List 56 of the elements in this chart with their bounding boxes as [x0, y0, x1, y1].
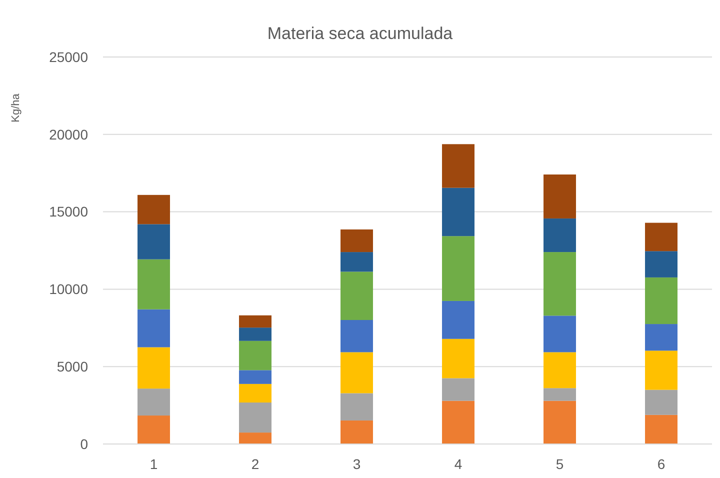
bar [442, 338, 474, 378]
bar [544, 218, 576, 252]
y-tick-label: 20000 [49, 126, 88, 142]
bar [340, 352, 373, 394]
bar [239, 402, 272, 433]
bar [544, 252, 576, 316]
bar [138, 194, 170, 224]
bar [544, 316, 576, 352]
bar [138, 388, 170, 416]
bar [645, 324, 678, 351]
bar [544, 352, 576, 388]
y-tick-label: 5000 [56, 358, 88, 374]
bar [645, 350, 678, 390]
y-tick-label: 15000 [49, 204, 88, 220]
bar [442, 400, 474, 444]
bar [138, 309, 170, 348]
chart-title: Materia seca acumulada [267, 24, 454, 43]
bar [340, 420, 373, 444]
bar [442, 300, 474, 339]
y-axis-title: Kg/ha [10, 92, 22, 122]
x-tick-label: 4 [454, 456, 462, 472]
bar [239, 328, 272, 341]
bar [442, 188, 474, 236]
y-tick-label: 10000 [49, 281, 88, 298]
bar [645, 251, 678, 278]
x-tick-label: 6 [657, 456, 666, 472]
bar [340, 320, 373, 352]
bar [239, 370, 272, 384]
x-tick-label: 5 [556, 456, 564, 472]
bar [645, 277, 678, 324]
bar [138, 259, 170, 310]
bar [239, 340, 272, 370]
bar [544, 400, 576, 444]
bar [645, 390, 678, 415]
bar [340, 393, 373, 420]
y-tick-label: 25000 [49, 48, 88, 65]
bar [340, 272, 373, 320]
bar [340, 252, 373, 272]
y-tick-label: 0 [80, 436, 88, 452]
bar [239, 432, 272, 444]
bar [442, 144, 474, 188]
bar [138, 416, 170, 444]
x-tick-label: 1 [150, 456, 158, 472]
x-tick-label: 3 [352, 456, 361, 472]
bar [239, 384, 272, 403]
bar [239, 315, 272, 328]
bar [645, 414, 678, 444]
x-tick-label: 2 [251, 456, 260, 472]
bar [544, 174, 576, 218]
bar [340, 229, 373, 252]
bar [645, 222, 678, 252]
bar [442, 378, 474, 401]
bar [138, 224, 170, 260]
bar [442, 236, 474, 301]
bar [544, 388, 576, 401]
bar [138, 347, 170, 389]
